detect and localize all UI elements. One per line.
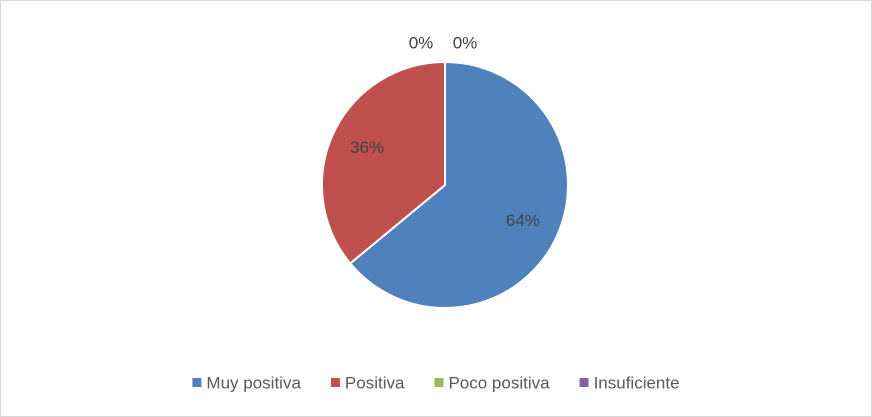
legend-swatch — [579, 378, 589, 387]
legend-label: Poco positiva — [448, 373, 550, 392]
legend-swatch — [330, 378, 340, 387]
legend-label: Muy positiva — [206, 373, 301, 392]
data-label: 0% — [453, 33, 478, 52]
pie-slice — [321, 60, 446, 265]
data-label: 36% — [350, 138, 384, 157]
legend-label: Positiva — [345, 373, 405, 392]
legend-swatch — [192, 378, 202, 387]
legend-label: Insuficiente — [594, 373, 680, 392]
legend-swatch — [434, 378, 444, 387]
pie-slice — [348, 60, 569, 309]
data-label: 64% — [506, 211, 540, 230]
data-label: 0% — [409, 33, 434, 52]
